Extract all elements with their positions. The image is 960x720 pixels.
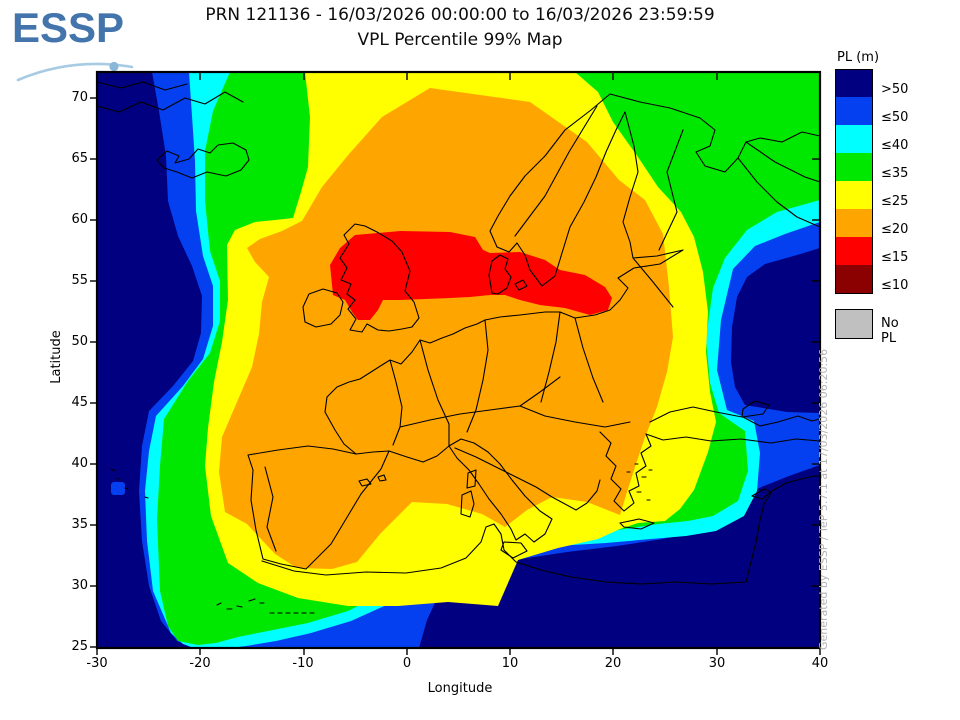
legend-swatch-le35: [835, 153, 873, 182]
legend-swatch-le25: [835, 181, 873, 210]
coast-ireland: [302, 288, 344, 328]
coast-denmark: [488, 254, 528, 295]
y-tick-30: 30: [71, 578, 88, 593]
right-ticks: [812, 158, 820, 587]
x-tick-m10: -10: [292, 656, 314, 671]
coast-france: [324, 319, 521, 463]
legend: PL (m) >50 ≤50 ≤40 ≤35 ≤25 ≤20 ≤15: [835, 50, 955, 346]
legend-entry: ≤40: [835, 125, 908, 154]
borders-russia: [737, 141, 821, 228]
legend-no-pl-label: No PL: [881, 316, 899, 346]
coastlines: [96, 81, 821, 614]
y-tick-70: 70: [71, 90, 88, 105]
coast-italy: [358, 438, 553, 559]
x-tick-40: 40: [811, 656, 829, 671]
title-line-1: PRN 121136 - 16/03/2026 00:00:00 to 16/0…: [205, 5, 715, 25]
borders-central-europe: [419, 311, 631, 447]
legend-label: ≤10: [881, 278, 909, 293]
generation-watermark: Generated by ESSP / TeP 5.7.1 at 17/03/2…: [817, 348, 830, 650]
y-tick-65: 65: [71, 151, 88, 166]
x-tick-20: 20: [604, 656, 622, 671]
x-tick-m20: -20: [189, 656, 211, 671]
x-axis-label: Longitude: [427, 681, 493, 696]
vpl-contour-map: [90, 70, 822, 655]
x-tick-0: 0: [402, 656, 412, 671]
legend-swatch-le40: [835, 125, 873, 154]
legend-label: ≤40: [881, 138, 909, 153]
legend-label: ≤25: [881, 194, 909, 209]
coast-great-britain: [339, 223, 420, 333]
legend-entry: ≤10: [835, 265, 908, 294]
legend-swatch-le15: [835, 237, 873, 266]
x-axis-ticks: [96, 648, 821, 655]
legend-color-bar: >50 ≤50 ≤40 ≤35 ≤25 ≤20 ≤15 ≤10: [835, 69, 955, 294]
band-le15: [330, 231, 612, 320]
azores-blue-patch: [111, 482, 125, 495]
coast-iberia: [247, 445, 390, 570]
y-axis-label: Latitude: [49, 330, 64, 384]
legend-label: ≤50: [881, 110, 909, 125]
top-ticks: [199, 72, 718, 80]
legend-entry: >50: [835, 69, 908, 98]
plot-frame: [90, 70, 822, 655]
map-plot: [90, 70, 822, 655]
x-tick-10: 10: [501, 656, 519, 671]
legend-label: >50: [881, 82, 909, 97]
y-tick-40: 40: [71, 456, 88, 471]
coast-balkans: [454, 447, 601, 511]
coast-greenland: [96, 81, 244, 113]
coast-scandinavia: [484, 93, 821, 321]
coast-levant: [745, 475, 821, 583]
legend-entry: ≤20: [835, 209, 908, 238]
legend-label: ≤20: [881, 222, 909, 237]
essp-logo: ESSP: [10, 4, 160, 82]
y-axis-ticks: [90, 97, 97, 648]
coast-azores: [110, 468, 149, 499]
legend-title: PL (m): [837, 50, 880, 65]
y-tick-25: 25: [71, 639, 88, 654]
legend-entry: ≤15: [835, 237, 908, 266]
legend-swatch-le10: [835, 265, 873, 294]
chart-title: PRN 121136 - 16/03/2026 00:00:00 to 16/0…: [130, 2, 790, 53]
legend-label: ≤15: [881, 250, 909, 265]
legend-label: ≤35: [881, 166, 909, 181]
coast-greece: [599, 431, 655, 530]
title-line-2: VPL Percentile 99% Map: [357, 30, 563, 50]
coast-canaries: [216, 598, 265, 610]
essp-logo-swoosh-icon: [16, 61, 134, 82]
y-tick-45: 45: [71, 395, 88, 410]
legend-swatch-no-pl: [835, 309, 873, 339]
y-tick-55: 55: [71, 273, 88, 288]
legend-swatch-le50: [835, 97, 873, 126]
legend-swatch-le20: [835, 209, 873, 238]
coast-iceland: [156, 142, 250, 179]
y-tick-60: 60: [71, 212, 88, 227]
coast-north-africa: [261, 523, 747, 585]
legend-entry: ≤35: [835, 153, 908, 182]
legend-no-pl: No PL: [835, 309, 899, 346]
x-tick-30: 30: [708, 656, 726, 671]
y-tick-35: 35: [71, 517, 88, 532]
legend-entry: ≤50: [835, 97, 908, 126]
coast-black-sea: [645, 400, 821, 444]
legend-entry: ≤25: [835, 181, 908, 210]
borders-scandinavia: [514, 105, 684, 308]
legend-swatch-gt50: [835, 69, 873, 98]
x-tick-m30: -30: [86, 656, 108, 671]
essp-logo-text: ESSP: [12, 4, 125, 51]
y-tick-50: 50: [71, 334, 88, 349]
